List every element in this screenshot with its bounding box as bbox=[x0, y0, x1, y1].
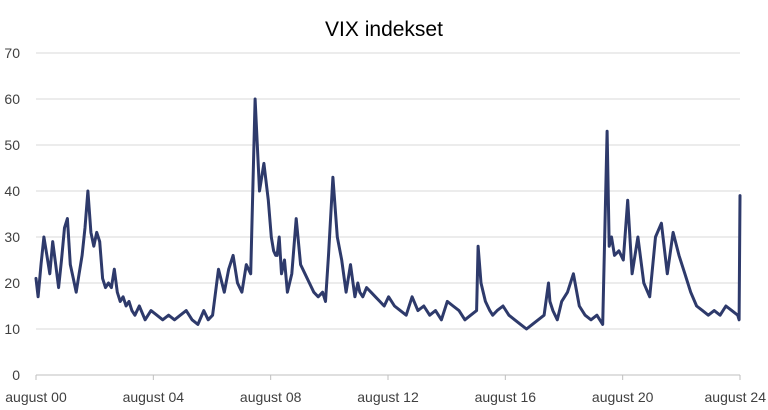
x-tick-label: august 12 bbox=[357, 389, 419, 405]
y-tick-label: 40 bbox=[4, 183, 20, 199]
x-tick-label: august 00 bbox=[5, 389, 67, 405]
y-tick-label: 60 bbox=[4, 91, 20, 107]
x-tick-label: august 20 bbox=[592, 389, 654, 405]
series-layer bbox=[34, 97, 742, 331]
y-tick-label: 0 bbox=[12, 367, 20, 383]
y-axis-ticks: 0 10 20 30 40 50 60 70 bbox=[4, 45, 20, 383]
x-tick-label: august 16 bbox=[475, 389, 537, 405]
x-tick-label: august 08 bbox=[240, 389, 302, 405]
series-line bbox=[34, 97, 742, 331]
y-tick-label: 50 bbox=[4, 137, 20, 153]
gridlines bbox=[36, 52, 740, 376]
y-tick-label: 10 bbox=[4, 321, 20, 337]
y-tick-label: 30 bbox=[4, 229, 20, 245]
y-tick-label: 20 bbox=[4, 275, 20, 291]
x-tick-label: august 04 bbox=[123, 389, 185, 405]
y-tick-label: 70 bbox=[4, 45, 20, 61]
chart-title: VIX indekset bbox=[325, 18, 443, 41]
x-axis-ticks: august 00 august 04 august 08 august 12 augu… bbox=[5, 375, 766, 405]
x-tick-label: august 24 bbox=[705, 389, 767, 405]
